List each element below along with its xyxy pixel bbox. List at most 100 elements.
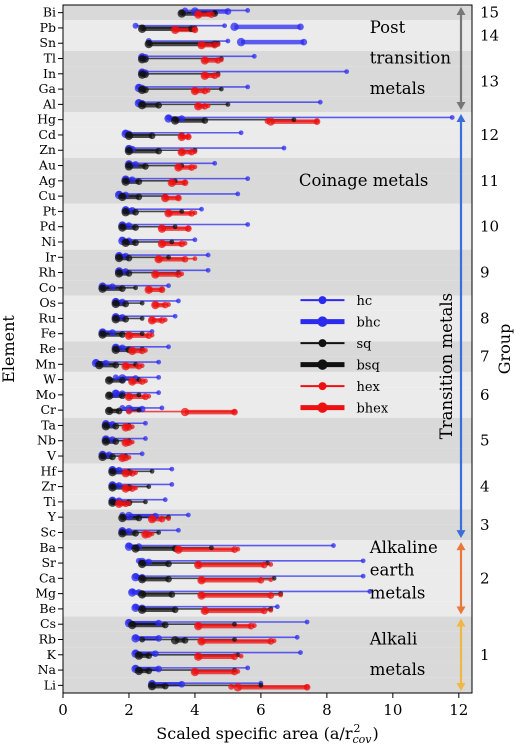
Cu-bhex-min-point — [161, 193, 170, 203]
element-label-W: W — [43, 372, 56, 387]
Ni-bsq-min-point — [121, 238, 130, 248]
legend-marker-bhc — [317, 316, 328, 327]
Bi-bhc-max-point — [224, 8, 232, 15]
Cu-bsq-min-point — [118, 192, 127, 202]
Rb-bhc-max-point — [155, 635, 163, 642]
Ta-hc-max-point — [143, 420, 148, 426]
Re-hc-max-point — [166, 344, 171, 350]
Pb-bhex-min-point — [170, 25, 180, 35]
Ag-bsq-max-point — [135, 178, 143, 186]
Al-bhex-min-point — [194, 102, 203, 111]
Y-hex-max-point — [166, 516, 171, 521]
Re-bhex-max-point — [138, 347, 146, 355]
Zr-bhex-max-point — [128, 485, 136, 492]
group-number-label: 11 — [480, 172, 499, 190]
element-label-Sn: Sn — [39, 35, 56, 50]
Ba-bhex-min-point — [174, 545, 183, 554]
W-bhex-max-point — [138, 378, 146, 385]
Pd-bsq-max-point — [132, 224, 139, 231]
element-label-Na: Na — [38, 662, 57, 677]
group-band-2 — [63, 540, 472, 556]
K-bhex-max-point — [231, 653, 238, 661]
element-label-Hg: Hg — [37, 112, 56, 127]
Zr-bhex-min-point — [121, 484, 130, 493]
Ba-bsq-min-point — [131, 544, 140, 553]
Fe-bhc-max-point — [109, 329, 116, 336]
Tl-hc-max-point — [251, 53, 257, 59]
group-number-label: 4 — [480, 478, 490, 496]
element-label-Ir: Ir — [45, 249, 56, 264]
span-arrow-head-top — [456, 7, 466, 15]
Fe-hc-max-point — [149, 329, 155, 334]
Sn-bhex-min-point — [197, 40, 206, 50]
span-arrow-head-top — [456, 114, 466, 123]
group-band-9 — [63, 280, 472, 296]
Ta-bhex-max-point — [125, 424, 133, 431]
Y-bsq-min-point — [118, 513, 127, 523]
Be-bhex-min-point — [200, 606, 210, 616]
Ag-hc-max-point — [245, 176, 251, 182]
Ru-bsq-max-point — [122, 315, 130, 323]
element-label-Cd: Cd — [38, 127, 56, 142]
annotation-line: metals — [370, 660, 426, 679]
element-label-Ca: Ca — [39, 570, 57, 585]
element-label-Ta: Ta — [41, 417, 56, 432]
Zn-bhex-max-point — [188, 148, 195, 156]
Mo-bhc-min-point — [111, 389, 120, 398]
Ca-bsq-max-point — [165, 575, 172, 583]
Hg-hc-max-point — [449, 115, 455, 120]
legend-label-bhc: bhc — [356, 316, 380, 331]
Zr-sq-max-point — [146, 484, 152, 489]
Ca-bhex-max-point — [257, 576, 265, 584]
Na-bsq-max-point — [145, 667, 153, 675]
Ca-bsq-min-point — [137, 574, 147, 584]
x-tick-label: 4 — [190, 701, 200, 719]
legend-label-sq: sq — [356, 337, 371, 352]
element-label-Ru: Ru — [39, 310, 56, 325]
span-arrow-head-bottom — [456, 683, 466, 691]
Pt-bsq-max-point — [132, 208, 139, 216]
span-arrow-head-bottom — [456, 102, 466, 111]
Pt-bsq-min-point — [121, 208, 130, 217]
Cs-bhc-max-point — [155, 619, 163, 627]
group-band-13 — [63, 66, 472, 82]
annotation-line: metals — [370, 79, 426, 98]
Mn-bhex-min-point — [121, 362, 130, 371]
Ba-bhex-max-point — [231, 546, 238, 554]
Al-sq-max-point — [225, 101, 231, 107]
element-label-Tl: Tl — [44, 51, 56, 66]
Ga-bhex-min-point — [190, 86, 200, 96]
group-band-7 — [63, 356, 472, 372]
Ga-bhex-max-point — [201, 87, 209, 95]
legend: hc bhc sq bsq hex bhex — [300, 294, 389, 417]
x-tick-label: 12 — [449, 701, 468, 719]
Hf-bsq-min-point — [108, 467, 117, 477]
Hf-bhex-max-point — [128, 469, 136, 477]
Ga-bsq-max-point — [142, 86, 149, 94]
span-arrow-head-bottom — [456, 606, 466, 615]
Mn-hc-max-point — [156, 359, 162, 365]
Tl-bhex-max-point — [214, 57, 222, 64]
group-number-label: 10 — [480, 218, 499, 236]
Li-bhex-min-point — [233, 683, 243, 692]
Ag-bhc-max-point — [128, 176, 136, 184]
Na-bhex-min-point — [190, 667, 200, 677]
Ca-hex-max-point — [268, 577, 274, 583]
Hg-bsq-max-point — [201, 117, 209, 124]
Ta-bsq-max-point — [112, 422, 120, 430]
Zn-bsq-max-point — [155, 147, 163, 155]
legend-marker-hc — [318, 296, 327, 305]
legend-marker-bhex — [317, 402, 328, 413]
element-label-Li: Li — [44, 677, 56, 692]
Pd-bhex-max-point — [184, 225, 192, 232]
group-band-13 — [63, 50, 472, 67]
element-label-Cr: Cr — [40, 402, 56, 417]
Ti-sq-max-point — [143, 499, 148, 505]
group-number-label: 2 — [480, 569, 490, 587]
Cu-hc-max-point — [235, 191, 241, 197]
Re-bhex-min-point — [128, 346, 137, 356]
Co-bsq-max-point — [119, 285, 126, 293]
Ti-hc-max-point — [162, 497, 168, 503]
group-number-label: 12 — [480, 126, 499, 144]
Pb-bhex-max-point — [191, 26, 199, 34]
